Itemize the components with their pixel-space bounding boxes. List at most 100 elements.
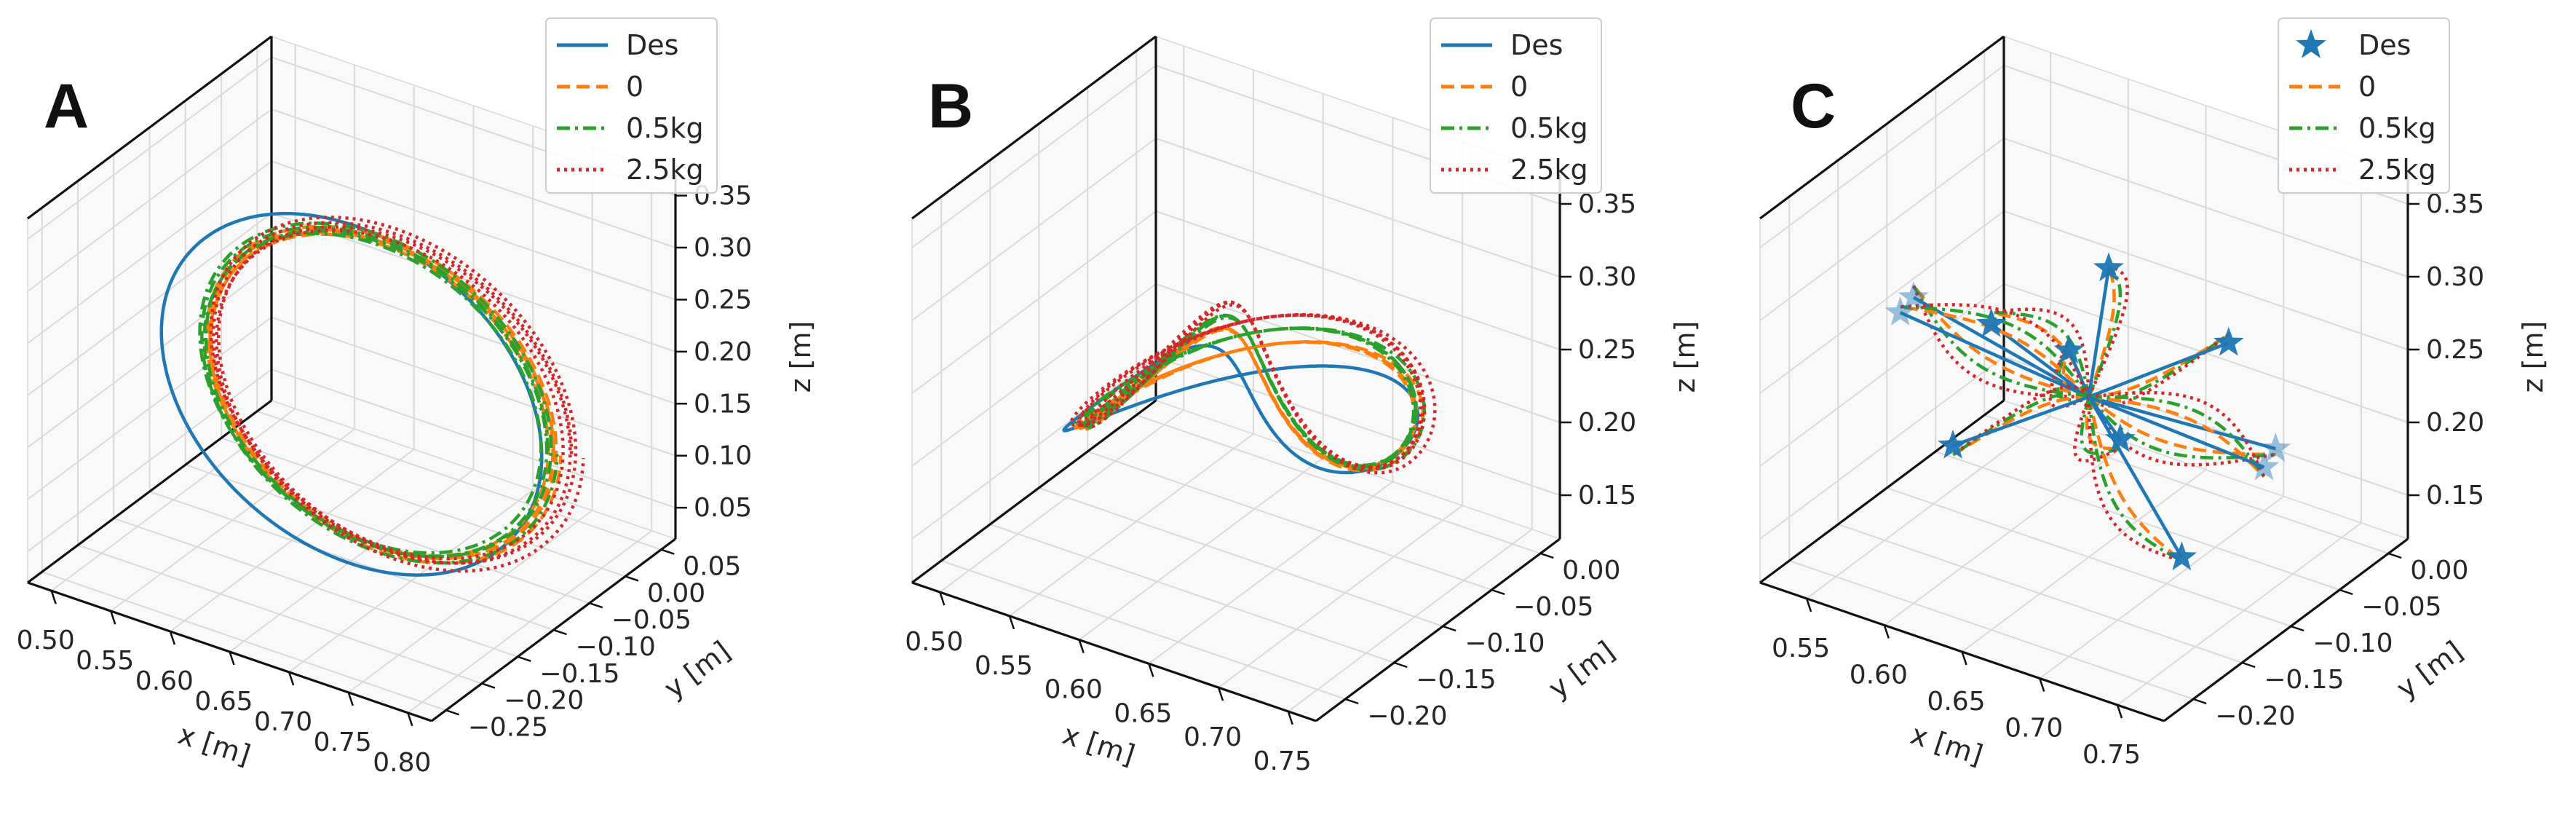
series-line-0 (2085, 396, 2120, 451)
y-tick-label: −0.10 (576, 632, 656, 662)
grid-line-z (1759, 210, 2005, 394)
grid-line-y (185, 464, 590, 604)
y-tick (2192, 698, 2207, 705)
desired-line (1990, 323, 2090, 398)
z-tick-label: 0.20 (694, 337, 752, 367)
target-star-marker (1938, 429, 1968, 459)
x-axis-label: x [m] (175, 718, 255, 771)
panel-a: 0.500.550.600.650.700.750.80−0.25−0.20−0… (17, 17, 817, 778)
grid-line-z (911, 138, 1157, 321)
series-line-2.5kg (1951, 385, 2090, 457)
y-axis-line (1315, 537, 1561, 722)
series-line-0 (2088, 395, 2265, 478)
grid-line-z (2003, 210, 2409, 350)
grid-line-x (939, 409, 1184, 593)
grid-line-y (1038, 487, 1443, 627)
y-tick-label: −0.15 (2264, 665, 2344, 695)
series-line-2.5kg (2088, 333, 2230, 408)
x-tick-label: 0.65 (1114, 698, 1172, 728)
grid-line-z (271, 160, 676, 301)
desired-line (2088, 395, 2276, 451)
series-line-2.5kg (2087, 396, 2182, 563)
x-tick (2039, 678, 2045, 692)
y-tick (481, 682, 496, 689)
series-line-0.5kg (2088, 395, 2276, 460)
x-tick (110, 610, 116, 625)
y-tick (1393, 661, 1408, 669)
legend: Des 0 0.5kg 2.5kg (1430, 17, 1602, 194)
y-tick (1539, 552, 1554, 559)
y-tick (1491, 588, 1505, 596)
x-tick-label: 0.75 (2082, 740, 2141, 770)
grid-line-y (1935, 451, 2340, 591)
side-edge-top (911, 35, 1157, 220)
grid-line-x (2117, 522, 2362, 706)
grid-line-z (27, 56, 272, 240)
x-tick-label: 0.50 (17, 626, 75, 655)
target-star-marker (2260, 433, 2291, 462)
legend-box (545, 17, 718, 194)
target-star-marker (2248, 451, 2280, 481)
grid-line-y (940, 560, 1346, 700)
y-tick (2241, 661, 2256, 669)
axis-lines (911, 35, 1561, 722)
x-tick (288, 671, 295, 686)
grid-line-z (1155, 138, 1561, 277)
grid-line-z (1759, 138, 2005, 321)
y-tick (2339, 588, 2353, 596)
y-axis-label: y [m] (2390, 635, 2468, 705)
x-tick (1883, 625, 1890, 639)
target-star-marker (2093, 252, 2124, 282)
x-tick (939, 591, 946, 606)
grid-line-x (1148, 481, 1393, 665)
target-star-marker (2166, 541, 2197, 571)
y-tick (2387, 552, 2402, 559)
data-series (159, 212, 585, 577)
y-tick (625, 575, 639, 582)
y-tick-label: −0.20 (504, 686, 584, 716)
legend-entry-label: 0.5kg (2358, 112, 2436, 144)
x-axis-label: x [m] (1907, 718, 1987, 771)
series-line-0 (2088, 395, 2276, 457)
desired-line (1899, 311, 2090, 399)
x-tick (2116, 704, 2123, 719)
target-star-marker (1975, 308, 2007, 337)
panel-b: 0.50 0.55 0.60 0.65 0.70 0.75 −0.20 −0.15 −0.10 −… (905, 17, 1701, 776)
grid-line-z (1759, 283, 2005, 467)
grid-line-z (1759, 356, 2005, 540)
x-tick-label: 0.65 (194, 687, 253, 717)
series-line-2.5kg (1069, 300, 1437, 475)
side-edge-top (1759, 35, 2005, 220)
z-tick-label: 0.15 (1578, 481, 1636, 510)
x-tick-label: 0.75 (314, 728, 372, 757)
tick-marks (50, 194, 687, 727)
x-tick (169, 631, 176, 645)
legend-entry-label: 0 (626, 71, 643, 103)
grid-line-z (27, 316, 272, 500)
desired-line (2088, 341, 2230, 399)
legend-entry-label: Des (626, 29, 678, 61)
y-tick-label: 0.00 (1562, 556, 1620, 586)
y-tick-label: −0.15 (539, 659, 619, 689)
grid-line-x (2039, 495, 2284, 679)
y-tick (2290, 625, 2304, 632)
grid-line-z (911, 356, 1157, 540)
grid-line-y (1983, 414, 2389, 554)
grid-lines (27, 44, 676, 714)
y-tick-label: −0.10 (2313, 628, 2393, 658)
grid-line-y (149, 491, 554, 631)
series-line-2.5kg (1900, 303, 2090, 398)
grid-line-y (1886, 487, 2291, 627)
grid-line-x (1079, 457, 1324, 641)
z-tick-label: 0.15 (694, 389, 752, 419)
grid-line-z (911, 65, 1157, 248)
grid-line-x (1288, 529, 1533, 712)
desired-line (2087, 395, 2184, 559)
y-tick (589, 602, 603, 609)
z-tick-label: 0.35 (2426, 189, 2484, 219)
x-tick-label: 0.75 (1253, 746, 1312, 776)
grid-line-z (911, 283, 1157, 467)
target-star-marker (2213, 326, 2244, 356)
y-tick-label: 0.05 (683, 552, 741, 582)
